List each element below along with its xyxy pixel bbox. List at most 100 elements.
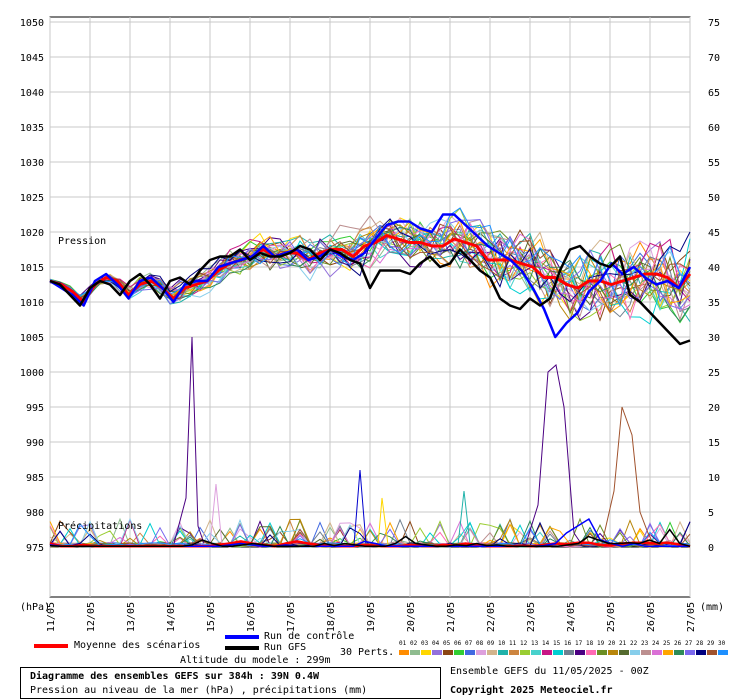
run-info: Ensemble GEFS du 11/05/2025 - 00Z <box>450 666 649 677</box>
left-tick-label: 1035 <box>20 123 44 134</box>
perturbation-swatch <box>542 650 552 655</box>
x-tick-label: 23/05 <box>526 602 537 632</box>
gfs-pressure-line <box>49 244 691 346</box>
chart-subtitle: Pression au niveau de la mer (hPa) , pré… <box>30 685 368 696</box>
perturbation-swatch <box>443 650 453 655</box>
title-box: Diagramme des ensembles GEFS sur 384h : … <box>20 667 441 699</box>
perturbation-swatch <box>476 650 486 655</box>
right-tick-label: 5 <box>708 508 714 519</box>
perturbation-legend-item: 21 <box>619 640 630 660</box>
perturbation-pressure-line <box>49 226 691 323</box>
left-tick-label: 985 <box>26 473 44 484</box>
perturbation-id: 25 <box>663 640 671 647</box>
perturbation-legend-item: 03 <box>421 640 432 660</box>
pressure-layer <box>49 207 692 346</box>
perturbation-id: 05 <box>443 640 451 647</box>
perturbation-swatch <box>421 650 431 655</box>
perturbation-swatch <box>509 650 519 655</box>
right-tick-label: 30 <box>708 333 720 344</box>
perturbation-swatch <box>531 650 541 655</box>
left-tick-label: 1025 <box>20 193 44 204</box>
left-tick-label: 975 <box>26 543 44 554</box>
x-tick-label: 24/05 <box>566 602 577 632</box>
legend-gfs-swatch <box>225 646 259 650</box>
perturbation-legend-item: 25 <box>663 640 674 660</box>
precip-spike-line <box>353 469 367 545</box>
perturbation-swatch <box>520 650 530 655</box>
right-tick-label: 20 <box>708 403 720 414</box>
perturbation-swatch <box>619 650 629 655</box>
x-tick-label: 17/05 <box>286 602 297 632</box>
perturbation-legend-item: 01 <box>399 640 410 660</box>
perturbation-swatch <box>630 650 640 655</box>
perturbation-legend-item: 14 <box>542 640 553 660</box>
perturbation-legend-item: 07 <box>465 640 476 660</box>
perturbation-id: 23 <box>641 640 649 647</box>
perturbation-id: 29 <box>707 640 715 647</box>
perturbation-legend-item: 24 <box>652 640 663 660</box>
precip-spike-line <box>525 364 583 546</box>
perturbation-swatch <box>641 650 651 655</box>
perturbation-legend-item: 06 <box>454 640 465 660</box>
perturbation-id: 19 <box>597 640 605 647</box>
precip-spike-line <box>209 483 223 545</box>
perturbation-legend-item: 22 <box>630 640 641 660</box>
perturbation-swatch <box>575 650 585 655</box>
perturbation-swatch <box>498 650 508 655</box>
perturbation-swatch <box>432 650 442 655</box>
legend-mean-swatch <box>34 644 68 648</box>
right-tick-label: 10 <box>708 473 720 484</box>
x-tick-label: 12/05 <box>86 602 97 632</box>
perturbation-swatch <box>707 650 717 655</box>
perturbation-id: 09 <box>487 640 495 647</box>
perturbation-id: 06 <box>454 640 462 647</box>
perturbation-legend-item: 28 <box>696 640 707 660</box>
perturbation-id: 11 <box>509 640 517 647</box>
left-tick-label: 1005 <box>20 333 44 344</box>
perturbation-legend-item: 02 <box>410 640 421 660</box>
perturbations-label: 30 Perts. <box>340 647 395 658</box>
x-tick-label: 20/05 <box>406 602 417 632</box>
perturbation-legend-item: 19 <box>597 640 608 660</box>
gfs-precip-line <box>49 528 691 548</box>
legend-control-swatch <box>225 635 259 639</box>
copyright: Copyright 2025 Meteociel.fr <box>450 685 613 696</box>
legend-mean-label: Moyenne des scénarios <box>74 640 201 651</box>
perturbation-id: 20 <box>608 640 616 647</box>
perturbation-legend-item: 29 <box>707 640 718 660</box>
precip-spike-line <box>457 490 471 545</box>
perturbation-legend-item: 04 <box>432 640 443 660</box>
perturbation-swatch <box>608 650 618 655</box>
perturbation-legend-item: 30 <box>718 640 729 660</box>
right-tick-label: 70 <box>708 53 720 64</box>
perturbation-legend-item: 17 <box>575 640 586 660</box>
perturbation-id: 07 <box>465 640 473 647</box>
x-tick-label: 27/05 <box>686 602 697 632</box>
perturbation-legend-item: 12 <box>520 640 531 660</box>
x-tick-label: 15/05 <box>206 602 217 632</box>
right-tick-label: 40 <box>708 263 720 274</box>
chart-grid <box>49 16 691 598</box>
x-tick-label: 26/05 <box>646 602 657 632</box>
perturbation-swatch <box>663 650 673 655</box>
perturbation-id: 24 <box>652 640 660 647</box>
x-tick-label: 14/05 <box>166 602 177 632</box>
perturbation-legend-item: 15 <box>553 640 564 660</box>
perturbation-id: 04 <box>432 640 440 647</box>
perturbation-legend-item: 10 <box>498 640 509 660</box>
right-tick-label: 65 <box>708 88 720 99</box>
perturbation-swatch <box>718 650 728 655</box>
perturbation-id: 17 <box>575 640 583 647</box>
perturbation-precip-line <box>49 528 691 548</box>
precip-annotation: Précipitations <box>58 520 142 532</box>
perturbation-id: 12 <box>520 640 528 647</box>
x-tick-label: 22/05 <box>486 602 497 632</box>
perturbation-legend-item: 23 <box>641 640 652 660</box>
precip-spike-line <box>173 336 205 544</box>
perturbation-swatch <box>487 650 497 655</box>
perturbation-legend-item: 26 <box>674 640 685 660</box>
perturbation-swatch <box>597 650 607 655</box>
perturbation-legend-item: 11 <box>509 640 520 660</box>
perturbation-swatch <box>553 650 563 655</box>
